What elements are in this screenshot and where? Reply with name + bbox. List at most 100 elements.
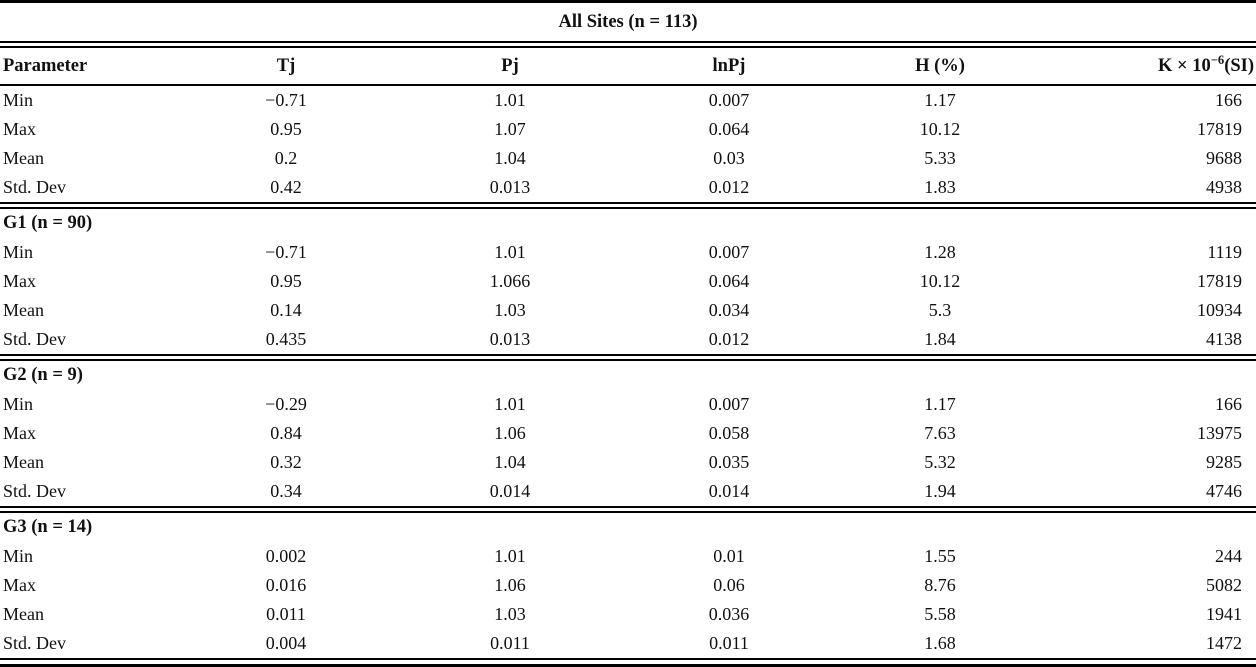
cell-k: 1472: [1206, 633, 1242, 653]
cell-pj: 1.04: [494, 148, 526, 168]
cell-h: 1.17: [924, 90, 956, 110]
table-row: Std. Dev 0.42 0.013 0.012 1.83 4938: [0, 173, 1256, 202]
cell-tj: 0.011: [266, 604, 306, 624]
cell-parameter: Mean: [3, 604, 44, 624]
section-heading: G1 (n = 90): [3, 213, 93, 233]
cell-tj: −0.71: [265, 90, 307, 110]
cell-k: 17819: [1197, 271, 1242, 291]
cell-lnpj: 0.035: [708, 452, 750, 472]
cell-k: 17819: [1197, 119, 1242, 139]
cell-parameter: Std. Dev: [3, 481, 66, 501]
cell-tj: 0.002: [265, 546, 307, 566]
cell-pj: 1.01: [494, 394, 526, 414]
cell-pj: 1.06: [494, 575, 526, 595]
cell-h: 10.12: [919, 119, 961, 139]
cell-parameter: Mean: [3, 452, 44, 472]
table-row: Std. Dev 0.34 0.014 0.014 1.94 4746: [0, 477, 1256, 506]
k-header-exponent: −6: [1210, 52, 1225, 67]
cell-k: 5082: [1206, 575, 1242, 595]
cell-h: 5.3: [928, 300, 952, 320]
cell-lnpj: 0.007: [708, 394, 750, 414]
cell-pj: 1.07: [494, 119, 526, 139]
cell-lnpj: 0.012: [708, 329, 750, 349]
column-header-pj: Pj: [501, 55, 519, 76]
cell-pj: 1.06: [494, 423, 526, 443]
table-body: Min −0.71 1.01 0.007 1.17 166 Max 0.95 1.07 0.064…: [0, 86, 1256, 658]
cell-h: 1.55: [924, 546, 956, 566]
cell-lnpj: 0.034: [708, 300, 750, 320]
cell-k: 9688: [1206, 148, 1242, 168]
table-row: Max 0.84 1.06 0.058 7.63 13975: [0, 419, 1256, 448]
cell-pj: 0.013: [489, 329, 531, 349]
cell-parameter: Max: [3, 271, 36, 291]
table-title: All Sites (n = 113): [558, 11, 698, 32]
section-divider: [0, 202, 1256, 209]
cell-k: 13975: [1197, 423, 1242, 443]
cell-parameter: Min: [3, 90, 34, 110]
k-header-suffix: (SI): [1224, 55, 1254, 76]
table-bottom-rule: [0, 658, 1256, 667]
cell-tj: 0.42: [270, 177, 302, 197]
cell-tj: 0.016: [265, 575, 307, 595]
table-top-rule: [0, 0, 1256, 3]
cell-pj: 1.01: [494, 242, 526, 262]
table-row: Max 0.95 1.07 0.064 10.12 17819: [0, 115, 1256, 144]
section-heading: G2 (n = 9): [3, 365, 83, 385]
cell-parameter: Min: [3, 546, 34, 566]
cell-tj: −0.71: [265, 242, 307, 262]
table-row: Std. Dev 0.435 0.013 0.012 1.84 4138: [0, 325, 1256, 354]
cell-tj: 0.84: [270, 423, 302, 443]
table-row: Mean 0.2 1.04 0.03 5.33 9688: [0, 144, 1256, 173]
section-divider: [0, 354, 1256, 361]
cell-k: 1119: [1207, 242, 1242, 262]
cell-lnpj: 0.064: [708, 271, 750, 291]
cell-h: 1.68: [924, 633, 956, 653]
title-divider: [0, 41, 1256, 48]
cell-pj: 1.066: [489, 271, 531, 291]
section-heading-row: G3 (n = 14): [0, 513, 1256, 542]
cell-lnpj: 0.007: [708, 242, 750, 262]
cell-tj: −0.29: [265, 394, 307, 414]
table-row: Std. Dev 0.004 0.011 0.011 1.68 1472: [0, 629, 1256, 658]
cell-tj: 0.435: [265, 329, 307, 349]
table-row: Mean 0.32 1.04 0.035 5.32 9285: [0, 448, 1256, 477]
table-row: Mean 0.14 1.03 0.034 5.3 10934: [0, 296, 1256, 325]
cell-pj: 0.013: [489, 177, 531, 197]
column-header-parameter: Parameter: [3, 55, 88, 76]
cell-lnpj: 0.036: [708, 604, 750, 624]
cell-tj: 0.95: [270, 271, 302, 291]
table-row: Mean 0.011 1.03 0.036 5.58 1941: [0, 600, 1256, 629]
column-header-tj: Tj: [276, 55, 296, 76]
cell-tj: 0.14: [270, 300, 302, 320]
cell-pj: 0.011: [490, 633, 530, 653]
cell-k: 166: [1215, 90, 1242, 110]
cell-lnpj: 0.03: [713, 148, 745, 168]
header-divider: [0, 84, 1256, 86]
section-divider: [0, 506, 1256, 513]
cell-parameter: Std. Dev: [3, 633, 66, 653]
cell-k: 9285: [1206, 452, 1242, 472]
cell-pj: 1.03: [494, 300, 526, 320]
cell-k: 166: [1215, 394, 1242, 414]
cell-lnpj: 0.058: [708, 423, 750, 443]
cell-k: 4138: [1206, 329, 1242, 349]
cell-parameter: Mean: [3, 300, 44, 320]
table-row: Min −0.71 1.01 0.007 1.28 1119: [0, 238, 1256, 267]
cell-parameter: Std. Dev: [3, 329, 66, 349]
cell-lnpj: 0.012: [708, 177, 750, 197]
cell-pj: 1.01: [494, 90, 526, 110]
column-header-row: Parameter Tj Pj lnPj H (%) K × 10−6(SI): [0, 48, 1256, 84]
cell-lnpj: 0.011: [709, 633, 749, 653]
cell-lnpj: 0.014: [708, 481, 750, 501]
column-header-lnpj: lnPj: [712, 55, 746, 76]
section-heading-row: G1 (n = 90): [0, 209, 1256, 238]
cell-parameter: Min: [3, 394, 34, 414]
cell-h: 1.83: [924, 177, 956, 197]
cell-tj: 0.34: [270, 481, 302, 501]
cell-k: 244: [1215, 546, 1242, 566]
cell-k: 10934: [1197, 300, 1242, 320]
cell-k: 1941: [1206, 604, 1242, 624]
section-heading: G3 (n = 14): [3, 517, 93, 537]
cell-k: 4938: [1206, 177, 1242, 197]
cell-pj: 1.04: [494, 452, 526, 472]
